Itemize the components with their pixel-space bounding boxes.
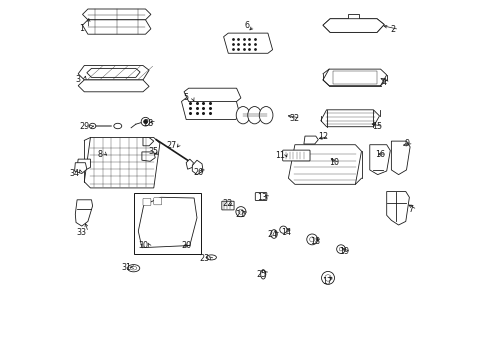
Polygon shape (138, 197, 197, 248)
Circle shape (143, 120, 147, 123)
Text: 29: 29 (79, 122, 89, 131)
Circle shape (279, 226, 286, 233)
Polygon shape (75, 200, 92, 226)
Text: 6: 6 (244, 21, 249, 30)
Polygon shape (288, 145, 361, 184)
Polygon shape (75, 163, 87, 174)
Ellipse shape (259, 107, 272, 124)
Polygon shape (82, 9, 151, 20)
Text: 10: 10 (328, 158, 338, 167)
Text: 26: 26 (193, 167, 203, 176)
Text: 30: 30 (138, 241, 148, 250)
Text: 12: 12 (317, 132, 327, 141)
Polygon shape (77, 159, 90, 171)
Circle shape (336, 245, 345, 253)
Text: 7: 7 (407, 205, 412, 214)
FancyBboxPatch shape (170, 240, 186, 250)
Polygon shape (84, 138, 160, 188)
Polygon shape (78, 66, 149, 80)
Polygon shape (192, 160, 203, 175)
Circle shape (324, 275, 330, 281)
Circle shape (339, 247, 342, 251)
Ellipse shape (130, 266, 137, 270)
Bar (133, 193, 201, 254)
Circle shape (309, 237, 314, 242)
Text: 33: 33 (77, 228, 86, 237)
Circle shape (238, 209, 243, 214)
Ellipse shape (270, 230, 277, 238)
Text: 1: 1 (79, 24, 84, 33)
Ellipse shape (206, 255, 216, 260)
Text: 15: 15 (371, 122, 381, 131)
Ellipse shape (247, 107, 261, 124)
Circle shape (141, 117, 149, 126)
Circle shape (321, 271, 334, 284)
Polygon shape (181, 98, 240, 120)
Polygon shape (369, 145, 389, 175)
Polygon shape (183, 88, 241, 102)
Circle shape (306, 234, 317, 245)
FancyBboxPatch shape (222, 201, 234, 210)
Text: 27: 27 (166, 141, 177, 150)
Text: 28: 28 (142, 118, 153, 127)
Polygon shape (142, 152, 155, 161)
Ellipse shape (89, 123, 96, 129)
Text: 25: 25 (256, 270, 266, 279)
Polygon shape (223, 33, 272, 53)
Polygon shape (186, 159, 193, 169)
Text: 18: 18 (309, 238, 319, 246)
Polygon shape (320, 110, 379, 127)
Text: 17: 17 (322, 277, 332, 286)
Text: 11: 11 (274, 151, 284, 160)
Text: 9: 9 (404, 139, 409, 148)
Text: 13: 13 (256, 193, 266, 202)
Ellipse shape (127, 265, 140, 272)
Polygon shape (322, 19, 384, 32)
Text: 23: 23 (200, 254, 209, 263)
Text: 5: 5 (183, 94, 188, 102)
Polygon shape (82, 20, 151, 34)
Text: 35: 35 (148, 148, 159, 156)
Polygon shape (87, 68, 140, 77)
Polygon shape (78, 80, 149, 92)
Text: 16: 16 (375, 150, 385, 158)
Text: 2: 2 (389, 25, 395, 34)
Polygon shape (390, 141, 409, 175)
Text: 21: 21 (235, 210, 245, 219)
Polygon shape (322, 69, 386, 86)
Polygon shape (303, 136, 318, 144)
Polygon shape (386, 192, 408, 225)
Ellipse shape (142, 237, 153, 244)
Text: 14: 14 (280, 228, 290, 237)
Polygon shape (347, 14, 358, 19)
Text: 3: 3 (76, 76, 81, 85)
Ellipse shape (114, 123, 122, 129)
Text: 20: 20 (181, 241, 191, 250)
Ellipse shape (236, 107, 249, 124)
Ellipse shape (260, 270, 265, 279)
Text: 8: 8 (97, 150, 102, 159)
FancyBboxPatch shape (142, 198, 151, 206)
Polygon shape (142, 138, 153, 146)
FancyBboxPatch shape (255, 193, 266, 201)
Text: 24: 24 (267, 230, 277, 239)
Circle shape (235, 207, 245, 217)
FancyBboxPatch shape (153, 198, 162, 205)
Text: 31: 31 (121, 263, 131, 271)
Text: 34: 34 (69, 169, 80, 178)
Polygon shape (322, 19, 384, 32)
FancyBboxPatch shape (282, 150, 309, 161)
Text: 22: 22 (222, 199, 232, 208)
Text: 4: 4 (381, 77, 386, 86)
Text: 19: 19 (339, 247, 349, 256)
Text: 32: 32 (288, 113, 299, 122)
